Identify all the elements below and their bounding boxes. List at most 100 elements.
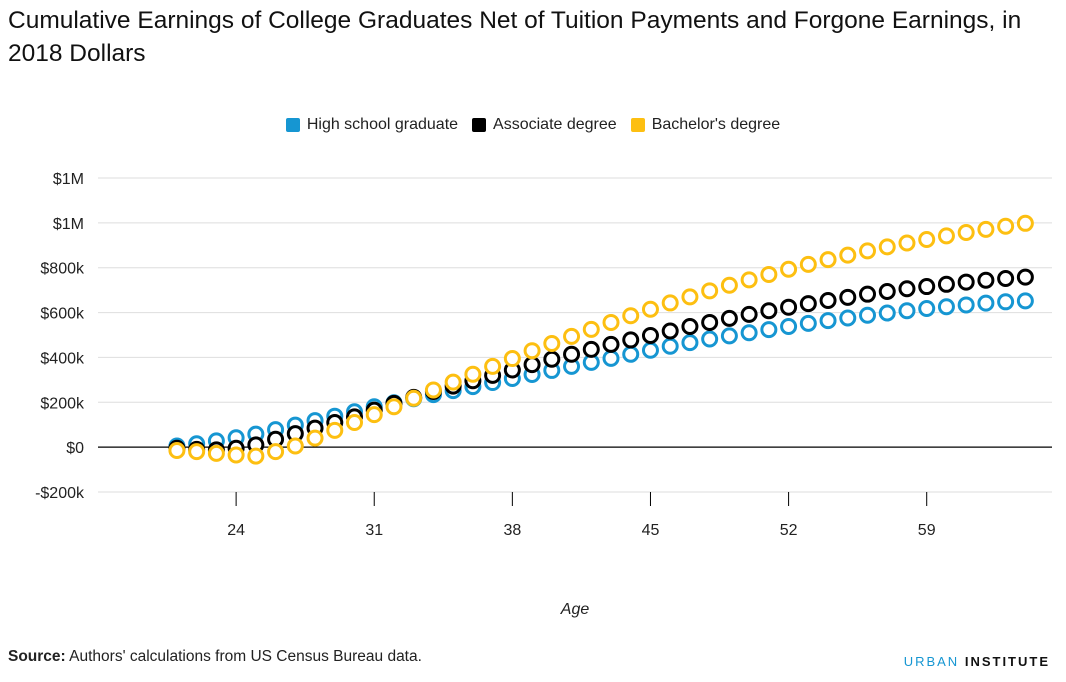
data-point	[839, 246, 857, 264]
data-point	[839, 288, 857, 306]
data-point	[878, 238, 896, 256]
legend-swatch-bachelor	[630, 118, 645, 132]
legend-label-associate: Associate degree	[493, 116, 617, 133]
data-point	[582, 340, 600, 358]
legend-item-associate[interactable]: Associate degree	[472, 116, 617, 134]
legend: High school graduate Associate degree Ba…	[0, 116, 1066, 134]
data-point	[799, 255, 817, 273]
data-point	[424, 381, 442, 399]
data-point	[286, 437, 304, 455]
data-point	[661, 322, 679, 340]
brand-logo: URBAN INSTITUTE	[904, 654, 1050, 669]
data-point	[720, 276, 738, 294]
data-point	[701, 330, 719, 348]
data-point	[207, 444, 225, 462]
data-point	[918, 300, 936, 318]
data-point	[701, 282, 719, 300]
y-tick-label: $1M	[53, 171, 84, 188]
data-point	[405, 389, 423, 407]
data-point	[306, 429, 324, 447]
data-point	[918, 230, 936, 248]
chart-plot: -$200k $0 $200k $400k $600k $800k $1M $1M 24 31 38…	[35, 171, 1052, 618]
data-point	[267, 443, 285, 461]
data-point	[543, 335, 561, 353]
data-point	[720, 327, 738, 345]
y-tick-label: $1M	[53, 216, 84, 233]
data-point	[799, 314, 817, 332]
legend-label-bachelor: Bachelor's degree	[651, 116, 781, 133]
data-point	[464, 365, 482, 383]
data-point	[1016, 214, 1034, 232]
x-tick-label: 31	[365, 522, 383, 539]
data-point	[661, 337, 679, 355]
data-point	[799, 295, 817, 313]
data-point	[957, 224, 975, 242]
data-point	[898, 280, 916, 298]
data-point	[937, 298, 955, 316]
data-point	[168, 442, 186, 460]
data-point	[543, 350, 561, 368]
data-point	[760, 265, 778, 283]
data-point	[365, 406, 383, 424]
data-point	[720, 309, 738, 327]
y-tick-label: $200k	[40, 395, 85, 412]
data-point	[819, 251, 837, 269]
data-point	[602, 349, 620, 367]
legend-item-bachelor[interactable]: Bachelor's degree	[630, 116, 781, 134]
data-point	[602, 313, 620, 331]
y-tick-label: $600k	[40, 306, 85, 323]
legend-swatch-high-school	[285, 118, 300, 132]
data-point	[1016, 292, 1034, 310]
source-note: Source: Authors' calculations from US Ce…	[8, 648, 422, 666]
data-point	[760, 302, 778, 320]
data-point	[681, 334, 699, 352]
data-point	[622, 331, 640, 349]
data-point	[701, 313, 719, 331]
data-point	[878, 304, 896, 322]
legend-swatch-associate	[472, 118, 487, 132]
source-text: Authors' calculations from US Census Bur…	[65, 648, 422, 665]
data-point	[740, 271, 758, 289]
data-point	[859, 242, 877, 260]
data-point	[523, 356, 541, 374]
y-tick-label: -$200k	[35, 485, 85, 502]
legend-item-high-school[interactable]: High school graduate	[285, 116, 458, 134]
data-point	[760, 321, 778, 339]
data-point	[819, 312, 837, 330]
data-point	[622, 307, 640, 325]
data-point	[997, 293, 1015, 311]
data-point	[997, 269, 1015, 287]
x-axis-label: Age	[560, 601, 590, 618]
x-tick-label: 52	[780, 522, 798, 539]
data-point	[898, 234, 916, 252]
data-point	[859, 306, 877, 324]
y-tick-label: $400k	[40, 350, 85, 367]
data-point	[602, 335, 620, 353]
data-point	[740, 324, 758, 342]
y-tick-label: $0	[66, 440, 84, 457]
data-point	[641, 326, 659, 344]
data-point	[859, 285, 877, 303]
data-point	[661, 294, 679, 312]
brand-part2: INSTITUTE	[964, 654, 1050, 669]
data-point	[1016, 268, 1034, 286]
data-point	[780, 317, 798, 335]
data-point	[641, 341, 659, 359]
y-tick-label: $800k	[40, 261, 85, 278]
data-point	[977, 294, 995, 312]
data-point	[839, 309, 857, 327]
data-point	[523, 342, 541, 360]
data-point	[977, 220, 995, 238]
data-point	[681, 288, 699, 306]
data-point	[878, 282, 896, 300]
data-point	[937, 275, 955, 293]
x-tick-label: 59	[918, 522, 936, 539]
data-point	[937, 227, 955, 245]
data-point	[918, 278, 936, 296]
data-point	[563, 345, 581, 363]
data-point	[780, 298, 798, 316]
series-associate-degree	[168, 268, 1034, 459]
data-point	[503, 350, 521, 368]
x-tick-label: 38	[503, 522, 521, 539]
data-point	[385, 398, 403, 416]
